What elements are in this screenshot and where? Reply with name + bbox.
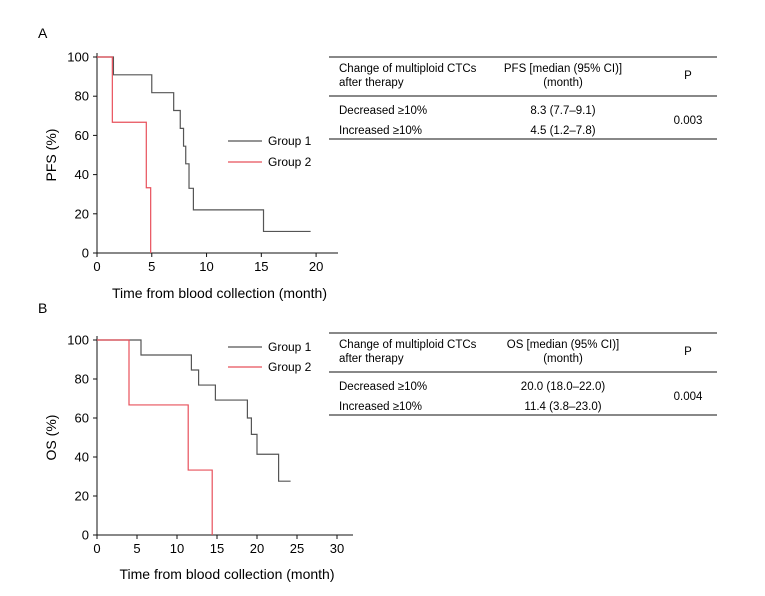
table-header-p: P: [684, 70, 692, 82]
y-axis-title: OS (%): [43, 415, 59, 461]
legend-label: Group 1: [268, 340, 312, 354]
km-curve-group-1: [97, 56, 311, 233]
x-tick-label: 10: [199, 259, 213, 274]
table-header-median: PFS [median (95% CI)] (month): [504, 63, 622, 89]
x-tick-label: 30: [330, 541, 344, 556]
km-curve-group-2: [97, 56, 152, 253]
y-tick-label: 100: [67, 333, 89, 348]
x-tick-label: 5: [133, 541, 140, 556]
y-tick-label: 40: [75, 167, 89, 182]
y-tick-label: 80: [75, 372, 89, 387]
table-header-change: Change of multiploid CTCs after therapy: [339, 63, 477, 89]
y-tick-label: 0: [82, 528, 89, 543]
x-axis-title: Time from blood collection (month): [119, 566, 334, 582]
y-tick-label: 80: [75, 89, 89, 104]
table-row-median: 4.5 (1.2–7.8): [530, 125, 595, 137]
x-tick-label: 0: [93, 541, 100, 556]
x-tick-label: 5: [148, 259, 155, 274]
x-tick-label: 0: [93, 259, 100, 274]
table-row-median: 20.0 (18.0–22.0): [521, 381, 606, 393]
table-row-group: Decreased ≥10%: [339, 105, 427, 117]
x-tick-label: 20: [309, 259, 323, 274]
table-header-change: Change of multiploid CTCs after therapy: [339, 339, 477, 365]
legend-label: Group 2: [268, 360, 312, 374]
x-tick-label: 20: [250, 541, 264, 556]
y-tick-label: 60: [75, 411, 89, 426]
legend-label: Group 2: [268, 155, 312, 169]
legend-label: Group 1: [268, 134, 312, 148]
x-axis-title: Time from blood collection (month): [112, 285, 327, 301]
table-row-median: 8.3 (7.7–9.1): [530, 105, 595, 117]
x-tick-label: 10: [170, 541, 184, 556]
table-row-group: Decreased ≥10%: [339, 381, 427, 393]
x-tick-label: 15: [254, 259, 268, 274]
y-tick-label: 60: [75, 128, 89, 143]
table-p-value: 0.003: [674, 115, 703, 127]
x-tick-label: 15: [210, 541, 224, 556]
table-p-value: 0.004: [674, 391, 703, 403]
table-row-median: 11.4 (3.8–23.0): [524, 401, 601, 413]
x-tick-label: 25: [290, 541, 304, 556]
panel-label-b: B: [38, 300, 47, 316]
y-tick-label: 0: [82, 246, 89, 261]
km-curve-group-2: [97, 339, 213, 535]
y-tick-label: 40: [75, 450, 89, 465]
y-tick-label: 20: [75, 206, 89, 221]
y-tick-label: 100: [67, 50, 89, 65]
table-header-median: OS [median (95% CI)] (month): [507, 339, 619, 365]
table-header-p: P: [684, 346, 692, 358]
table-row-group: Increased ≥10%: [339, 401, 422, 413]
panel-label-a: A: [38, 25, 48, 41]
km-curve-group-1: [97, 339, 291, 482]
table-row-group: Increased ≥10%: [339, 125, 422, 137]
y-axis-title: PFS (%): [43, 129, 59, 182]
y-tick-label: 20: [75, 489, 89, 504]
